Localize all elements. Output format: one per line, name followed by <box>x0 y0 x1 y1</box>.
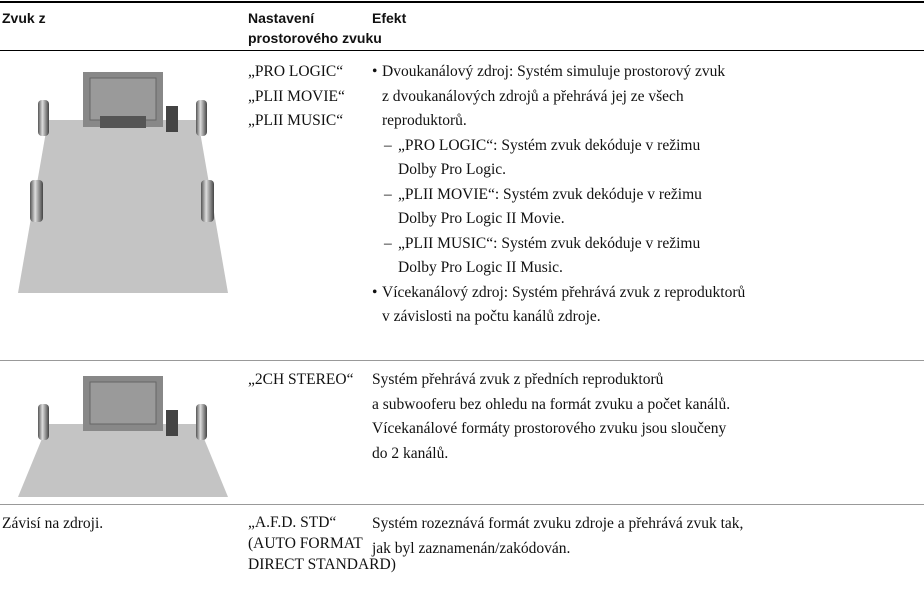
header-cell: Nastavení prostorového zvuku <box>248 8 382 48</box>
row-rule <box>0 504 924 505</box>
setting: DIRECT STANDARD) <box>248 556 396 573</box>
speaker-illustration <box>18 72 228 293</box>
settings-cell: „2CH STEREO“ <box>248 368 353 393</box>
setting: „A.F.D. STD“ <box>248 514 337 531</box>
bullet: Vícekanálový zdroj: Systém přehrává zvuk… <box>372 281 745 330</box>
line: a subwooferu bez ohledu na formát zvuku … <box>372 395 731 413</box>
line: Systém přehrává zvuk z předních reproduk… <box>372 371 664 388</box>
line: Dolby Pro Logic II Movie. <box>398 210 565 227</box>
bullet: Dvoukanálový zdroj: Systém simuluje pros… <box>372 60 745 134</box>
setting: „2CH STEREO“ <box>248 371 354 388</box>
setting: (AUTO FORMAT <box>248 535 363 552</box>
effect-cell: Dvoukanálový zdroj: Systém simuluje pros… <box>372 60 745 330</box>
line: Dolby Pro Logic. <box>398 161 507 178</box>
line: reproduktorů. <box>382 112 467 129</box>
effect-cell: Systém přehrává zvuk z předních reproduk… <box>372 368 730 466</box>
settings-cell: „A.F.D. STD“ (AUTO FORMAT DIRECT STANDAR… <box>248 512 396 575</box>
subitem: „PLII MUSIC“: Systém zvuk dekóduje v rež… <box>372 232 745 281</box>
setting: „PLII MOVIE“ <box>248 87 345 105</box>
setting: „PLII MUSIC“ <box>248 112 344 129</box>
subitem: „PRO LOGIC“: Systém zvuk dekóduje v reži… <box>372 134 745 183</box>
line: Systém rozeznává formát zvuku zdroje a p… <box>372 515 744 532</box>
header-rule <box>0 50 924 51</box>
header-cell: Efekt <box>372 10 407 26</box>
source-cell: Závisí na zdroji. <box>2 515 104 532</box>
line: Vícekanálový zdroj: Systém přehrává zvuk… <box>382 283 746 301</box>
line: v závislosti na počtu kanálů zdroje. <box>382 308 601 325</box>
line: z dvoukanálových zdrojů a přehrává jej z… <box>382 87 684 105</box>
effect-cell: Systém rozeznává formát zvuku zdroje a p… <box>372 512 743 561</box>
header-cell: Zvuk z <box>2 10 46 26</box>
speaker-illustration <box>18 376 228 497</box>
header-line: prostorového zvuku <box>248 30 382 46</box>
line: jak byl zaznamenán/zakódován. <box>372 539 571 557</box>
subitem: „PLII MOVIE“: Systém zvuk dekóduje v rež… <box>372 183 745 232</box>
line: „PRO LOGIC“: Systém zvuk dekóduje v reži… <box>398 136 701 154</box>
header-line: Nastavení <box>248 10 315 26</box>
setting: „PRO LOGIC“ <box>248 63 344 80</box>
top-rule <box>0 1 924 3</box>
settings-cell: „PRO LOGIC“ „PLII MOVIE“ „PLII MUSIC“ <box>248 60 345 134</box>
line: Vícekanálové formáty prostorového zvuku … <box>372 420 727 437</box>
line: Dvoukanálový zdroj: Systém simuluje pros… <box>382 63 726 80</box>
line: do 2 kanálů. <box>372 444 449 462</box>
row-rule <box>0 360 924 361</box>
line: Dolby Pro Logic II Music. <box>398 259 563 276</box>
line: „PLII MOVIE“: Systém zvuk dekóduje v rež… <box>398 185 702 203</box>
line: „PLII MUSIC“: Systém zvuk dekóduje v rež… <box>398 234 701 252</box>
